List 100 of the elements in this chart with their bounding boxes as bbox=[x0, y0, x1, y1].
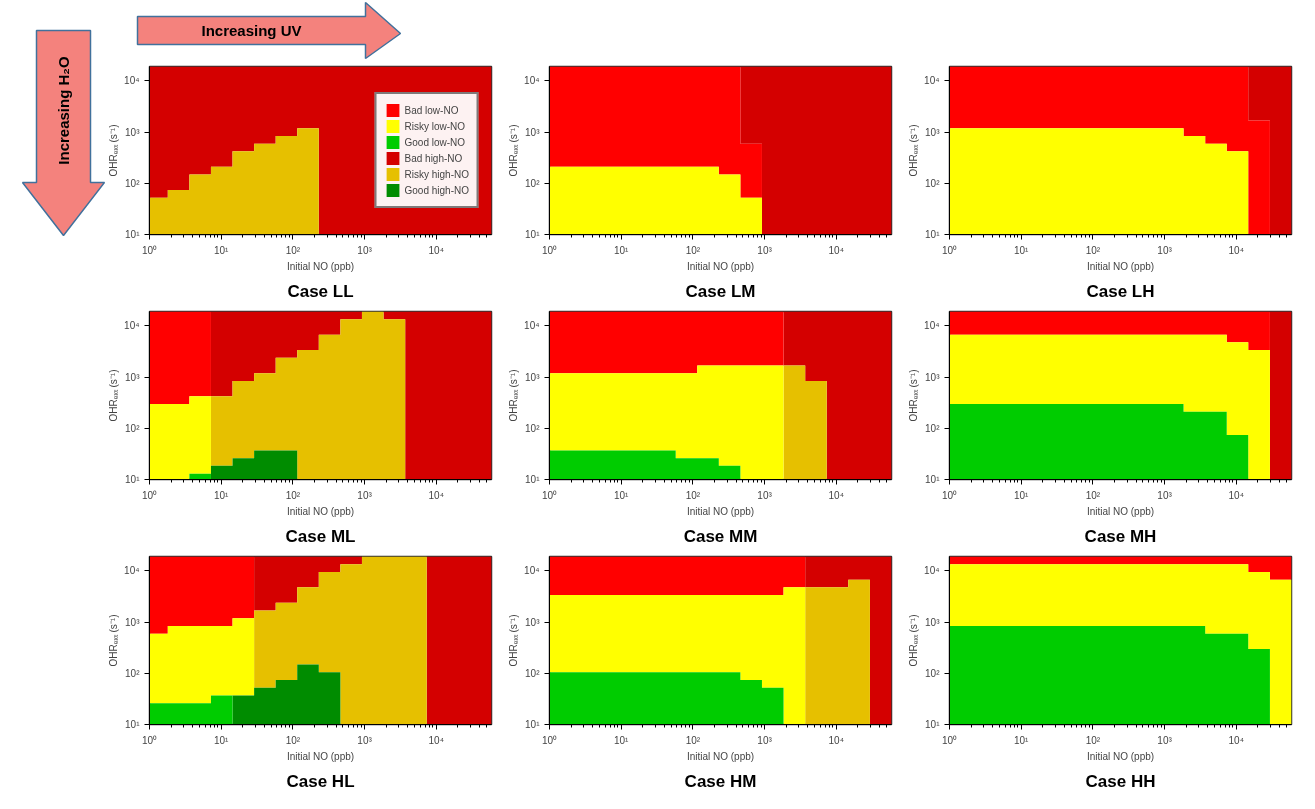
legend-label: Good high-NO bbox=[404, 184, 469, 196]
y-tick-label: 10³ bbox=[125, 126, 141, 138]
y-tick-label: 10² bbox=[125, 667, 141, 679]
legend-label: Risky high-NO bbox=[404, 168, 469, 180]
y-axis-title: OHRₑₓₜ (s⁻¹) bbox=[108, 614, 120, 667]
y-tick-label: 10¹ bbox=[925, 719, 941, 730]
legend-label: Risky low-NO bbox=[404, 120, 466, 132]
y-tick-label: 10⁴ bbox=[924, 565, 940, 577]
x-tick-label: 10⁴ bbox=[1228, 244, 1244, 256]
x-tick-label: 10⁰ bbox=[141, 734, 158, 746]
y-axis-title: OHRₑₓₜ (s⁻¹) bbox=[508, 614, 520, 667]
y-tick-label: 10² bbox=[125, 422, 141, 434]
y-axis-title: OHRₑₓₜ (s⁻¹) bbox=[908, 124, 920, 177]
y-tick-label: 10³ bbox=[525, 126, 541, 138]
text: Case HM bbox=[684, 771, 757, 791]
y-tick-label: 10³ bbox=[525, 616, 541, 628]
x-tick-label: 10³ bbox=[1157, 734, 1173, 746]
y-tick-label: 10³ bbox=[525, 371, 541, 383]
x-tick-label: 10³ bbox=[757, 489, 773, 501]
x-tick-label: 10⁰ bbox=[141, 244, 158, 256]
x-tick-label: 10⁰ bbox=[541, 489, 558, 501]
x-tick-label: 10³ bbox=[1157, 244, 1173, 256]
y-axis-title: OHRₑₓₜ (s⁻¹) bbox=[508, 124, 520, 177]
y-tick-label: 10¹ bbox=[525, 474, 541, 485]
y-axis-title: OHRₑₓₜ (s⁻¹) bbox=[508, 369, 520, 422]
x-tick-label: 10⁴ bbox=[828, 244, 844, 256]
x-tick-label: 10² bbox=[285, 734, 301, 746]
legend-label: Bad high-NO bbox=[404, 152, 463, 164]
y-tick-label: 10⁴ bbox=[524, 75, 540, 87]
legend-label: Good low-NO bbox=[404, 136, 466, 148]
y-axis-title: OHRₑₓₜ (s⁻¹) bbox=[108, 369, 120, 422]
x-axis-title: Initial NO (ppb) bbox=[1086, 750, 1155, 762]
y-tick-label: 10² bbox=[125, 177, 141, 189]
x-tick-label: 10¹ bbox=[613, 244, 630, 256]
text: Case LM bbox=[685, 281, 756, 301]
y-axis-title: OHRₑₓₜ (s⁻¹) bbox=[908, 369, 920, 422]
text: Case LL bbox=[287, 281, 354, 301]
text: Case HH bbox=[1085, 771, 1156, 791]
x-tick-label: 10⁴ bbox=[428, 489, 444, 501]
x-tick-label: 10⁴ bbox=[828, 489, 844, 501]
x-tick-label: 10¹ bbox=[1013, 489, 1030, 501]
x-tick-label: 10¹ bbox=[613, 489, 630, 501]
y-tick-label: 10⁴ bbox=[524, 565, 540, 577]
y-tick-label: 10³ bbox=[925, 371, 941, 383]
x-tick-label: 10⁴ bbox=[1228, 734, 1244, 746]
x-tick-label: 10¹ bbox=[613, 734, 630, 746]
x-axis-title: Initial NO (ppb) bbox=[286, 750, 355, 762]
x-tick-label: 10⁴ bbox=[828, 734, 844, 746]
x-tick-label: 10¹ bbox=[213, 244, 230, 256]
text: Case HL bbox=[286, 771, 355, 791]
legend-label: Bad low-NO bbox=[404, 104, 459, 116]
y-tick-label: 10¹ bbox=[925, 229, 941, 240]
x-tick-label: 10⁰ bbox=[141, 489, 158, 501]
text: Case LH bbox=[1086, 281, 1155, 301]
x-axis-title: Initial NO (ppb) bbox=[1086, 505, 1155, 517]
y-tick-label: 10³ bbox=[925, 126, 941, 138]
picture-arrow-increasing-h2o: Increasing H₂O bbox=[0, 0, 105, 795]
y-tick-label: 10¹ bbox=[525, 719, 541, 730]
y-tick-label: 10³ bbox=[925, 616, 941, 628]
y-tick-label: 10¹ bbox=[125, 474, 141, 485]
x-tick-label: 10³ bbox=[357, 489, 373, 501]
x-tick-label: 10⁰ bbox=[541, 734, 558, 746]
x-tick-label: 10² bbox=[685, 489, 701, 501]
y-tick-label: 10¹ bbox=[125, 719, 141, 730]
y-tick-label: 10⁴ bbox=[124, 75, 140, 87]
y-axis-title: OHRₑₓₜ (s⁻¹) bbox=[108, 124, 120, 177]
x-axis-title: Initial NO (ppb) bbox=[286, 260, 355, 272]
y-tick-label: 10³ bbox=[125, 616, 141, 628]
y-tick-label: 10¹ bbox=[525, 229, 541, 240]
text: Case MH bbox=[1084, 526, 1157, 546]
x-tick-label: 10² bbox=[285, 489, 301, 501]
x-tick-label: 10¹ bbox=[1013, 244, 1030, 256]
y-axis-title: OHRₑₓₜ (s⁻¹) bbox=[908, 614, 920, 667]
x-tick-label: 10² bbox=[285, 244, 301, 256]
y-tick-label: 10¹ bbox=[925, 474, 941, 485]
picture-arrow-increasing-uv: Increasing UV bbox=[105, 0, 1305, 60]
y-tick-label: 10⁴ bbox=[124, 565, 140, 577]
y-tick-label: 10² bbox=[525, 177, 541, 189]
y-tick-label: 10² bbox=[925, 177, 941, 189]
y-tick-label: 10⁴ bbox=[524, 320, 540, 332]
x-tick-label: 10⁰ bbox=[941, 244, 958, 256]
y-tick-label: 10⁴ bbox=[124, 320, 140, 332]
x-tick-label: 10³ bbox=[357, 734, 373, 746]
y-tick-label: 10² bbox=[925, 667, 941, 679]
x-axis-title: Initial NO (ppb) bbox=[286, 505, 355, 517]
x-tick-label: 10² bbox=[685, 734, 701, 746]
x-tick-label: 10⁰ bbox=[941, 734, 958, 746]
x-axis-title: Initial NO (ppb) bbox=[1086, 260, 1155, 272]
x-tick-label: 10⁴ bbox=[1228, 489, 1244, 501]
x-tick-label: 10⁰ bbox=[541, 244, 558, 256]
x-tick-label: 10³ bbox=[757, 244, 773, 256]
y-tick-label: 10⁴ bbox=[924, 75, 940, 87]
y-tick-label: 10⁴ bbox=[924, 320, 940, 332]
x-tick-label: 10² bbox=[1085, 734, 1101, 746]
x-tick-label: 10¹ bbox=[213, 489, 230, 501]
y-tick-label: 10¹ bbox=[125, 229, 141, 240]
y-tick-label: 10³ bbox=[125, 371, 141, 383]
x-axis-title: Initial NO (ppb) bbox=[686, 750, 755, 762]
x-tick-label: 10¹ bbox=[1013, 734, 1030, 746]
x-tick-label: 10⁰ bbox=[941, 489, 958, 501]
